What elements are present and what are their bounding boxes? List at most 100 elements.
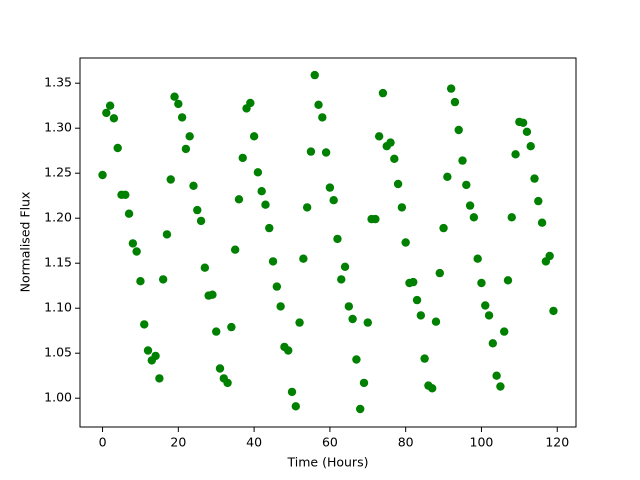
point [352,355,361,364]
point [507,213,516,222]
point [246,98,255,108]
point [374,132,384,141]
point [193,205,202,215]
point [534,196,543,206]
point [545,251,554,261]
point [401,238,410,247]
point [227,322,236,332]
point [321,148,331,157]
y-tick-label: 1.35 [44,75,72,90]
x-tick-label: 60 [322,435,338,450]
point [503,276,513,285]
point [526,142,535,151]
point [465,201,475,210]
point [291,402,300,411]
point [458,156,467,165]
point [136,277,145,286]
point [162,230,172,239]
point [174,99,183,109]
point [462,180,471,190]
point [166,175,175,184]
point [428,384,437,393]
point [158,275,168,284]
point [310,70,319,80]
point [356,404,365,414]
point [230,245,240,254]
point [143,346,153,355]
point [155,374,164,383]
point [340,262,350,271]
point [170,92,179,101]
point [409,277,418,287]
x-tick-label: 80 [398,435,414,450]
point [481,301,490,310]
point [416,311,426,320]
point [238,153,247,163]
point [450,97,460,107]
point [488,339,498,348]
point [261,200,270,209]
point [446,84,456,93]
point [253,168,263,177]
point [128,239,138,248]
point [492,371,501,380]
point [249,132,259,141]
point [268,257,278,266]
point [371,214,380,224]
x-tick-label: 120 [545,435,569,450]
point [132,247,141,256]
point [215,364,225,373]
point [443,172,452,181]
y-tick-label: 1.15 [44,255,72,270]
x-tick-label: 0 [99,435,107,450]
point [431,317,441,326]
point [185,132,194,141]
point [469,213,479,222]
point [140,320,149,329]
point [484,311,494,320]
point [530,174,539,183]
point [234,195,244,204]
point [302,203,312,212]
point [287,387,297,397]
point [329,196,338,205]
point [420,354,429,363]
x-tick-label: 100 [470,435,494,450]
point [397,203,407,212]
point [333,234,342,244]
point [151,351,160,361]
point [223,378,232,388]
point [363,318,372,327]
point [348,314,357,324]
x-tick-label: 40 [246,435,262,450]
point [393,179,403,189]
point [105,101,115,110]
point [276,302,285,311]
point [511,150,520,159]
point [537,218,547,227]
point [518,118,528,128]
point [98,170,107,180]
y-tick-label: 1.20 [44,210,72,225]
point [390,154,399,163]
point [454,125,463,135]
point [435,268,444,278]
point [473,254,482,263]
point [386,138,395,147]
point [306,147,316,156]
point [439,223,448,233]
point [318,113,327,122]
point [200,263,210,272]
point [344,302,354,311]
point [113,143,122,153]
point [337,275,346,284]
point [284,346,293,355]
point [124,209,134,218]
point [477,278,486,288]
point [109,114,119,123]
point [325,183,335,192]
point [265,223,274,233]
point [102,108,111,118]
point [257,187,266,196]
